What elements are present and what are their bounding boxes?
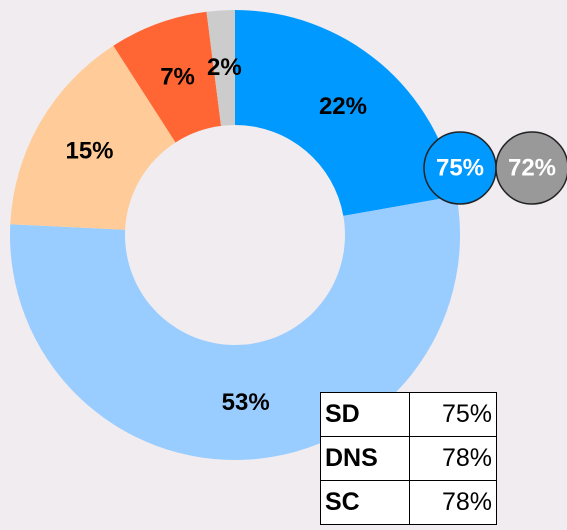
slice-label: 22% xyxy=(319,93,367,120)
row-key: DNS xyxy=(320,436,410,481)
badge xyxy=(495,131,567,205)
donut-slice xyxy=(235,10,457,216)
donut-slice xyxy=(10,45,176,230)
badge-label: 75% xyxy=(436,155,484,182)
row-value: 78% xyxy=(409,436,497,481)
slice-label: 53% xyxy=(222,389,270,416)
row-key: SD xyxy=(320,392,410,437)
row-value: 78% xyxy=(409,480,497,525)
row-key: SC xyxy=(320,480,410,525)
table-body: SD 75% DNS 78% SC 78% xyxy=(320,392,497,525)
donut-slice xyxy=(113,11,222,143)
slice-label: 7% xyxy=(160,64,195,91)
table-row: SD 75% xyxy=(320,392,497,437)
row-value: 75% xyxy=(409,392,497,437)
slice-label: 2% xyxy=(207,54,242,81)
table-row: DNS 78% xyxy=(320,436,497,481)
badge-label: 72% xyxy=(508,155,556,182)
donut-slice xyxy=(206,10,235,126)
slice-label: 15% xyxy=(65,138,113,165)
table-row: SC 78% xyxy=(320,480,497,525)
summary-table: SD 75% DNS 78% SC 78% xyxy=(320,392,497,525)
